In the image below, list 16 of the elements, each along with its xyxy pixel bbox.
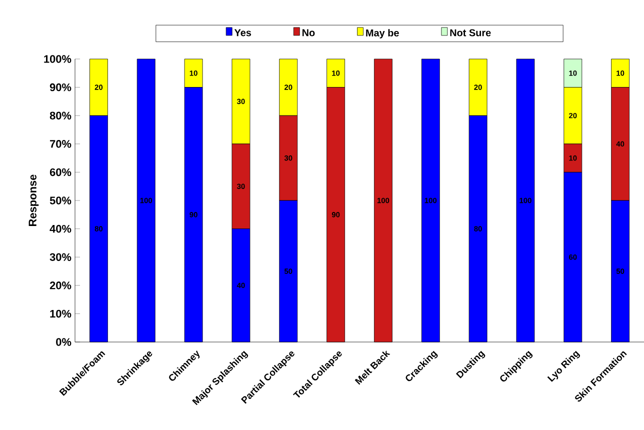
y-tick-label: 20% [50,282,72,290]
y-tick-label: 30% [50,253,72,261]
y-tick-label: 100% [44,55,72,63]
legend-label: No [302,29,315,36]
legend-label: Not Sure [450,29,491,36]
y-tick-label: 90% [50,83,72,92]
y-tick-label: 40% [50,224,72,233]
y-tick-label: 60% [50,168,72,176]
legend-label: May be [366,29,399,38]
y-tick-label: 0% [56,338,72,346]
y-tick-label: 80% [50,112,72,120]
y-tick-label: 10% [50,310,72,318]
legend-label: Yes [234,29,252,36]
y-tick-label: 50% [50,196,72,204]
y-axis-title: Response [28,174,39,226]
y-tick-label: 70% [50,140,72,148]
